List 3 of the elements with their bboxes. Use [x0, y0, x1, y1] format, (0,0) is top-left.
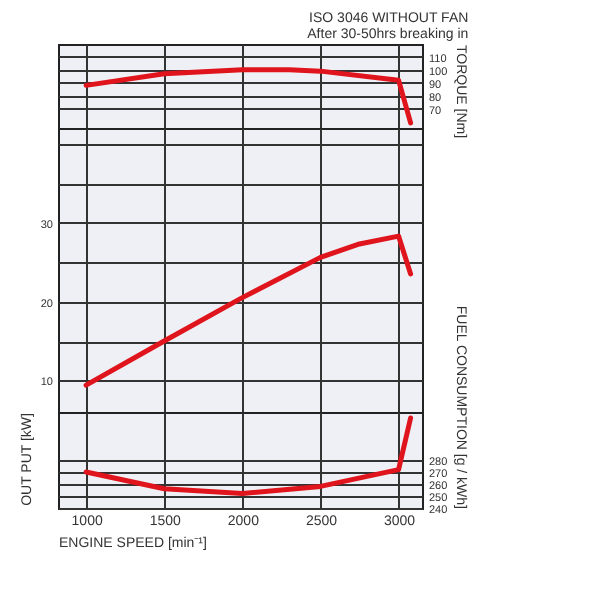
line-series	[83, 67, 414, 126]
line-series	[83, 415, 414, 497]
line-series	[83, 233, 414, 388]
